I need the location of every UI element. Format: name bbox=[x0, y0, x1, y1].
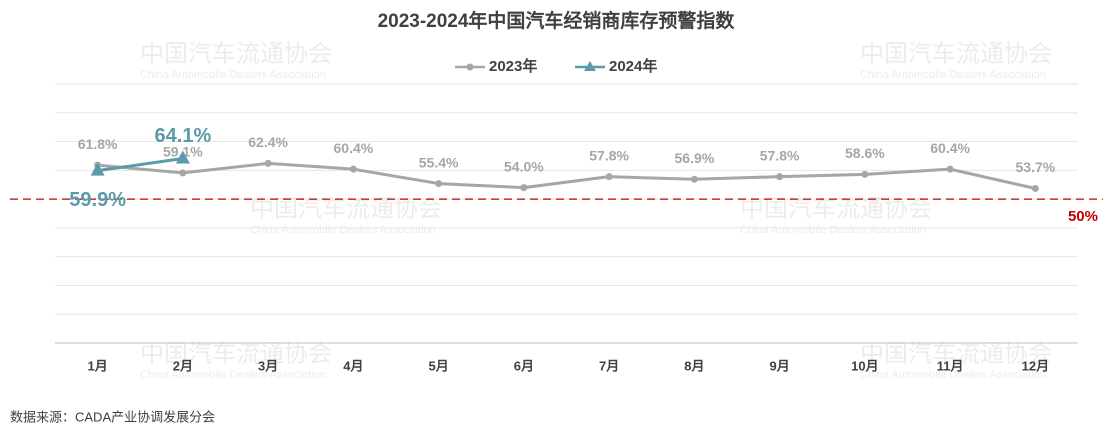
watermark: China Automobile Dealers Association bbox=[140, 69, 326, 81]
x-tick-label: 1月 bbox=[88, 358, 108, 373]
series-line bbox=[97, 157, 184, 173]
watermark: China Automobile Dealers Association bbox=[860, 369, 1046, 381]
legend-label: 2024年 bbox=[609, 57, 657, 75]
point bbox=[690, 175, 698, 183]
x-tick-label: 2月 bbox=[173, 358, 193, 373]
x-tick-label: 10月 bbox=[851, 358, 878, 373]
watermark: China Automobile Dealers Association bbox=[740, 224, 926, 236]
source: 数据来源：CADA产业协调发展分会 bbox=[10, 409, 215, 424]
x-tick-label: 8月 bbox=[684, 358, 704, 373]
data-label: 58.6% bbox=[845, 145, 885, 161]
point bbox=[861, 170, 869, 178]
x-tick-label: 11月 bbox=[937, 358, 964, 373]
data-label: 62.4% bbox=[248, 134, 288, 150]
data-label: 55.4% bbox=[419, 154, 459, 170]
point bbox=[175, 150, 190, 164]
point bbox=[349, 165, 357, 173]
x-tick-label: 9月 bbox=[770, 358, 790, 373]
legend-marker bbox=[584, 61, 596, 71]
data-label: 54.0% bbox=[504, 158, 544, 174]
chart-title: 2023-2024年中国汽车经销商库存预警指数 bbox=[378, 9, 736, 32]
x-tick-label: 5月 bbox=[429, 358, 449, 373]
point bbox=[90, 162, 105, 176]
data-label: 60.4% bbox=[930, 140, 970, 156]
watermark: 中国汽车流通协会 bbox=[860, 40, 1052, 68]
point bbox=[520, 184, 528, 192]
point bbox=[605, 173, 613, 181]
legend-label: 2023年 bbox=[489, 57, 537, 75]
data-label: 64.1% bbox=[155, 125, 212, 147]
point bbox=[179, 169, 187, 177]
data-label: 57.8% bbox=[589, 147, 629, 163]
x-tick-label: 7月 bbox=[599, 358, 619, 373]
x-tick-label: 3月 bbox=[258, 358, 278, 373]
watermark: China Automobile Dealers Association bbox=[860, 69, 1046, 81]
watermark: China Automobile Dealers Association bbox=[140, 369, 326, 381]
point bbox=[1031, 184, 1039, 192]
x-tick-label: 4月 bbox=[343, 358, 363, 373]
data-label: 61.8% bbox=[78, 136, 118, 152]
point bbox=[264, 159, 272, 167]
watermark: 中国汽车流通协会 bbox=[140, 340, 332, 368]
data-label: 56.9% bbox=[675, 150, 715, 166]
series-line bbox=[97, 161, 1036, 190]
data-label: 60.4% bbox=[334, 140, 374, 156]
threshold-label: 50% bbox=[1068, 208, 1098, 225]
data-label: 53.7% bbox=[1016, 159, 1056, 175]
point bbox=[776, 173, 784, 181]
watermark: 中国汽车流通协会 bbox=[860, 340, 1052, 368]
data-label: 57.8% bbox=[760, 147, 800, 163]
x-tick-label: 12月 bbox=[1022, 358, 1049, 373]
point bbox=[435, 180, 443, 188]
data-label: 59.9% bbox=[69, 189, 126, 211]
legend-marker bbox=[466, 63, 474, 71]
watermark: China Automobile Dealers Association bbox=[250, 224, 436, 236]
x-tick-label: 6月 bbox=[514, 358, 534, 373]
watermark: 中国汽车流通协会 bbox=[140, 40, 332, 68]
point bbox=[946, 165, 954, 173]
